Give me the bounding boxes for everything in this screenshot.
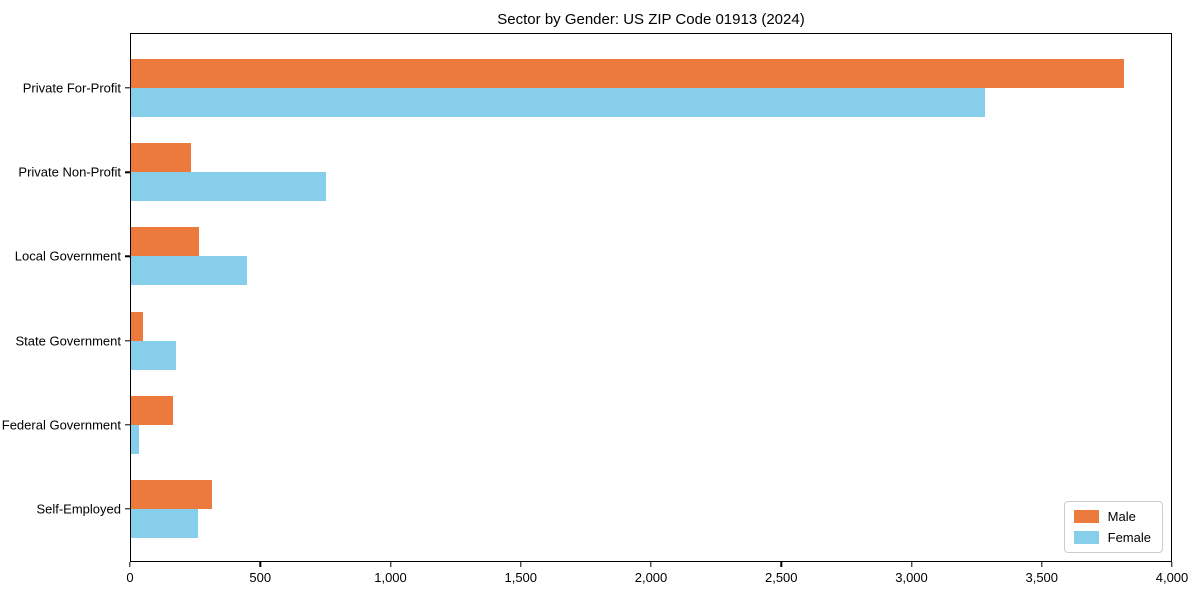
chart-row: Private Non-Profit xyxy=(18,130,1171,214)
bar-female xyxy=(131,256,247,286)
bar-male xyxy=(131,227,199,257)
bar-female xyxy=(131,172,326,202)
x-tick xyxy=(910,562,913,567)
x-tick-label: 2,000 xyxy=(634,570,668,585)
x-tick-label: 1,500 xyxy=(504,570,538,585)
x-tick-label: 2,500 xyxy=(764,570,798,585)
chart-title: Sector by Gender: US ZIP Code 01913 (202… xyxy=(497,11,805,28)
x-tick xyxy=(1171,562,1173,567)
chart-row: Self-Employed xyxy=(36,467,1171,551)
chart-row: State Government xyxy=(16,299,1171,383)
chart-row: Local Government xyxy=(15,214,1171,298)
x-tick-label: 4,000 xyxy=(1155,570,1189,585)
x-tick xyxy=(780,562,782,567)
category-label: Private For-Profit xyxy=(22,80,121,96)
plot-rows: Private For-Profit Private Non-Profit Loca… xyxy=(2,34,1171,561)
legend: Male Female xyxy=(1063,501,1163,553)
x-tick-label: 0 xyxy=(126,570,134,585)
bar-male xyxy=(131,479,212,509)
legend-label: Female xyxy=(1107,530,1151,545)
chart-row: Federal Government xyxy=(2,383,1171,467)
y-tick xyxy=(125,255,131,258)
y-tick xyxy=(125,424,131,426)
y-tick xyxy=(125,339,131,342)
category-label: Self-Employed xyxy=(36,501,121,517)
x-tick xyxy=(1041,562,1043,567)
bar-male xyxy=(131,395,173,425)
legend-item: Male xyxy=(1073,509,1151,524)
bar-male xyxy=(131,311,144,341)
category-label: Federal Government xyxy=(1,417,121,433)
x-tick-label: 3,000 xyxy=(895,570,928,585)
legend-swatch-female xyxy=(1073,531,1099,544)
legend-swatch-male xyxy=(1073,510,1099,523)
x-tick xyxy=(650,562,652,567)
legend-item: Female xyxy=(1073,530,1151,545)
plot-area: Private For-Profit Private Non-Profit Loca… xyxy=(2,33,1172,562)
bar-female xyxy=(131,424,139,454)
x-tick-label: 1,000 xyxy=(374,570,407,585)
bar-female xyxy=(131,340,176,370)
y-tick xyxy=(125,171,131,173)
bar-male xyxy=(131,143,191,173)
bar-female xyxy=(131,88,986,118)
x-tick xyxy=(389,562,392,567)
x-tick xyxy=(520,562,522,567)
x-axis: 0 500 1,000 1,500 2,000 2,500 3,000 3,500 4,000 xyxy=(126,562,1188,592)
bar-male xyxy=(131,59,1125,89)
category-label: Local Government xyxy=(14,248,121,264)
legend-label: Male xyxy=(1107,509,1136,524)
y-tick xyxy=(125,87,131,89)
x-tick-label: 3,500 xyxy=(1025,570,1059,585)
chart-row: Private For-Profit xyxy=(23,46,1171,130)
x-tick xyxy=(129,562,131,567)
category-label: State Government xyxy=(15,333,122,349)
bar-female xyxy=(131,508,198,538)
category-label: Private Non-Profit xyxy=(18,164,121,180)
x-tick-label: 500 xyxy=(249,570,272,585)
x-tick xyxy=(259,562,261,567)
y-tick xyxy=(125,508,131,510)
